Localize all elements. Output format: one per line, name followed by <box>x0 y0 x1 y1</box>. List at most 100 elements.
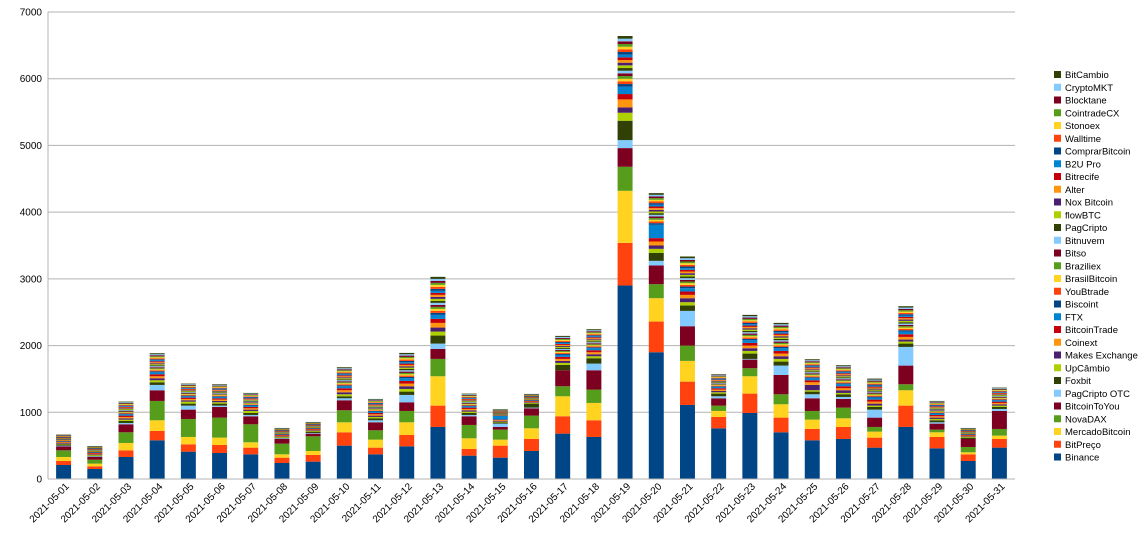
bar-segment <box>679 326 695 346</box>
bar-segment <box>555 352 571 354</box>
bar-segment <box>835 366 851 368</box>
bar-segment <box>368 406 384 408</box>
bar-segment <box>742 328 758 330</box>
bar-segment <box>742 330 758 333</box>
bar-segment <box>305 423 321 424</box>
bar-segment <box>524 396 539 398</box>
bar-segment <box>212 394 228 396</box>
bar-segment <box>336 374 352 376</box>
bar-segment <box>461 400 477 401</box>
bar-segment <box>679 271 695 274</box>
bar-segment <box>804 373 820 375</box>
bar-segment <box>87 451 103 453</box>
bar-segment <box>898 343 914 347</box>
bar-segment <box>898 339 914 342</box>
bar-segment <box>87 466 103 469</box>
bar-segment <box>898 336 914 340</box>
bar-segment <box>679 268 695 270</box>
bar-segment <box>430 288 446 291</box>
bar-segment <box>336 371 352 373</box>
bar-segment <box>991 408 1007 411</box>
bar-segment <box>305 423 321 425</box>
bar-segment <box>867 393 883 395</box>
bar-segment <box>118 420 134 423</box>
bar-segment <box>461 410 477 412</box>
bar-segment <box>898 306 914 308</box>
legend-swatch <box>1054 351 1061 359</box>
bar-segment <box>679 258 695 260</box>
bar-segment <box>586 329 602 331</box>
bar-segment <box>804 372 820 374</box>
bar-segment <box>87 448 103 450</box>
bar-segment <box>991 398 1007 400</box>
bar-segment <box>399 372 415 375</box>
legend-label: B2U Pro <box>1065 159 1101 170</box>
bar-segment <box>991 392 1007 394</box>
bar-segment <box>960 430 976 431</box>
bar-segment <box>835 373 851 375</box>
legend-label: BitCambio <box>1065 70 1109 81</box>
bar-segment <box>929 410 945 411</box>
bar-segment <box>991 395 1007 397</box>
bar-segment <box>243 454 259 479</box>
bar-segment <box>617 49 633 53</box>
bar-segment <box>742 325 758 327</box>
bar-segment <box>243 414 259 417</box>
bar-segment <box>929 414 945 417</box>
bar-segment <box>149 430 165 441</box>
bar-segment <box>711 388 727 390</box>
bar-segment <box>679 278 695 280</box>
legend-label: Binance <box>1065 453 1099 464</box>
bar-segment <box>960 429 976 431</box>
bar-segment <box>679 264 695 267</box>
bar-segment <box>56 438 72 440</box>
bar-segment <box>56 437 72 439</box>
bar-segment <box>960 432 976 434</box>
bar-segment <box>929 402 945 404</box>
bar-segment <box>742 332 758 334</box>
bar-segment <box>461 414 477 417</box>
bar-segment <box>648 260 664 266</box>
bar-segment <box>180 390 196 391</box>
bar-segment <box>773 348 789 351</box>
bar-segment <box>336 382 352 384</box>
bar-segment <box>274 430 290 432</box>
bar-segment <box>399 354 415 356</box>
bar-segment <box>960 430 976 432</box>
bar-segment <box>368 405 384 407</box>
bar-segment <box>399 434 415 447</box>
bar-segment <box>56 438 72 440</box>
legend-swatch <box>1054 211 1061 219</box>
bar-segment <box>835 379 851 381</box>
bar-segment <box>336 369 352 371</box>
bar-segment <box>368 401 384 403</box>
bar-segment <box>305 426 321 428</box>
bar-segment <box>773 328 789 330</box>
bar-segment <box>430 405 446 427</box>
bar-segment <box>898 320 914 323</box>
bar-segment <box>368 422 384 431</box>
bar-segment <box>804 375 820 377</box>
bar-segment <box>898 310 914 312</box>
bar-segment <box>524 438 539 451</box>
bar-segment <box>648 196 664 199</box>
bar-segment <box>399 363 415 365</box>
bar-segment <box>867 399 883 402</box>
bar-segment <box>555 348 571 350</box>
bar-segment <box>648 216 664 219</box>
bar-segment <box>56 445 72 447</box>
bar-segment <box>867 386 883 388</box>
bar-segment <box>149 364 165 366</box>
bar-segment <box>929 436 945 449</box>
bar-segment <box>867 378 883 380</box>
bar-segment <box>368 439 384 448</box>
bar-segment <box>461 448 477 456</box>
y-tick-label: 5000 <box>20 141 43 152</box>
bar-segment <box>492 413 508 415</box>
bar-segment <box>555 416 571 434</box>
bar-segment <box>617 107 633 113</box>
bar-segment <box>118 409 134 411</box>
bar-segment <box>711 398 727 406</box>
bar-segment <box>960 436 976 437</box>
bar-segment <box>305 427 321 429</box>
